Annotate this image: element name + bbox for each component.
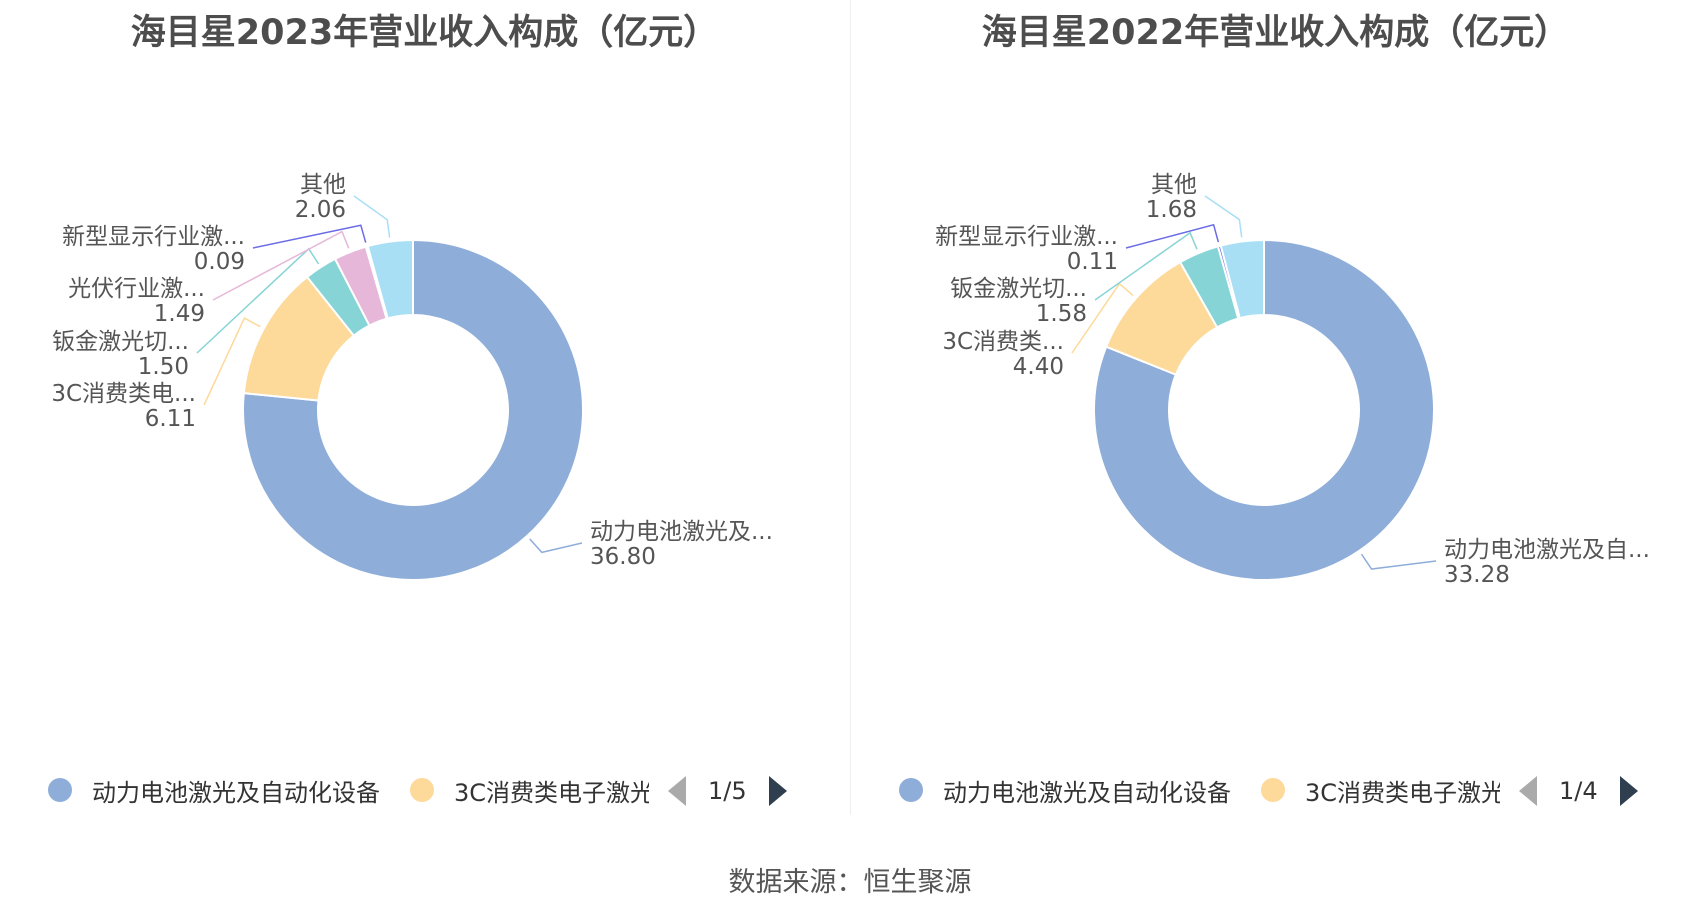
legend-label: 动力电池激光及自动化设备: [943, 778, 1231, 807]
label-leader-line: [1204, 195, 1243, 238]
chart-panel-2022: 海目星2022年营业收入构成（亿元） 动力电池激光及自... 33.28 3C消费类…: [851, 0, 1700, 820]
legend-pager: 1/4: [1519, 774, 1638, 808]
slice-label: 光伏行业激...: [68, 276, 205, 302]
pager-next-icon[interactable]: [1619, 776, 1638, 806]
slice-label: 新型显示行业激...: [62, 224, 245, 250]
legend-item[interactable]: 3C消费类电子激光: [1261, 770, 1500, 810]
data-source-note: 数据来源：恒生聚源: [728, 867, 972, 898]
panel-divider: [850, 0, 851, 815]
slice-label: 3C消费类...: [942, 329, 1064, 355]
legend-item[interactable]: 3C消费类电子激光: [410, 770, 649, 810]
label-leader-line: [529, 538, 583, 554]
chart-panel-2023: 海目星2023年营业收入构成（亿元） 动力电池激光及... 36.80 3C消费类电…: [0, 0, 849, 820]
pager-prev-icon[interactable]: [1519, 776, 1537, 806]
pie-slice[interactable]: [1093, 238, 1435, 581]
pager-text: 1/5: [708, 777, 747, 805]
slice-label: 动力电池激光及...: [590, 519, 773, 545]
pager-prev-icon[interactable]: [668, 776, 686, 806]
legend-item[interactable]: 动力电池激光及自动化设备: [48, 770, 380, 810]
label-leader-line: [1125, 223, 1220, 249]
label-leader-line: [203, 317, 261, 406]
slice-value-label: 1.50: [138, 354, 189, 380]
slice-value-label: 33.28: [1444, 562, 1510, 588]
chart-title: 海目星2023年营业收入构成（亿元）: [130, 13, 719, 53]
legend-pager: 1/5: [668, 774, 787, 808]
slice-value-label: 1.49: [154, 301, 205, 327]
legend-marker: [1261, 778, 1285, 802]
legend-label: 动力电池激光及自动化设备: [92, 778, 380, 807]
label-leader-line: [252, 224, 367, 249]
slice-label: 其他: [300, 172, 346, 198]
slice-value-label: 1.58: [1036, 301, 1087, 327]
slice-label: 动力电池激光及自...: [1444, 537, 1650, 563]
legend-marker: [899, 778, 923, 802]
slice-label: 新型显示行业激...: [935, 224, 1118, 250]
legend-marker: [410, 778, 434, 802]
label-leader-line: [353, 195, 391, 238]
pie-slice[interactable]: [366, 238, 414, 320]
slice-label: 钣金激光切...: [52, 329, 189, 355]
legend-label: 3C消费类电子激光: [1305, 778, 1500, 807]
slice-label: 3C消费类电...: [51, 381, 196, 407]
legend: 动力电池激光及自动化设备 3C消费类电子激光: [48, 770, 788, 810]
legend-marker: [48, 778, 72, 802]
chart-title: 海目星2022年营业收入构成（亿元）: [981, 13, 1570, 53]
pager-text: 1/4: [1559, 777, 1598, 805]
slice-value-label: 6.11: [145, 406, 196, 432]
donut-chart-2023: 动力电池激光及...36.80 3C消费类电...6.11 钣金激光切...1.50…: [51, 172, 773, 581]
donut-chart-2022: 动力电池激光及自...33.28 3C消费类...4.40 钣金激光切...1.58…: [935, 172, 1650, 588]
slice-label: 钣金激光切...: [950, 276, 1087, 302]
slice-value-label: 4.40: [1013, 354, 1064, 380]
slice-value-label: 1.68: [1146, 197, 1197, 223]
label-leader-line: [1360, 553, 1437, 570]
legend-item[interactable]: 动力电池激光及自动化设备: [899, 770, 1231, 810]
label-leader-line: [212, 230, 350, 301]
pie-slice[interactable]: [242, 238, 584, 581]
slice-value-label: 0.11: [1067, 249, 1118, 275]
slice-value-label: 36.80: [590, 544, 656, 570]
slice-value-label: 0.09: [194, 249, 245, 275]
legend: 动力电池激光及自动化设备 3C消费类电子激光: [899, 770, 1639, 810]
slice-label: 其他: [1151, 172, 1197, 198]
label-leader-line: [1094, 231, 1198, 301]
slice-value-label: 2.06: [295, 197, 346, 223]
pie-slice[interactable]: [1219, 238, 1265, 320]
pager-next-icon[interactable]: [768, 776, 787, 806]
legend-label: 3C消费类电子激光: [454, 778, 649, 807]
